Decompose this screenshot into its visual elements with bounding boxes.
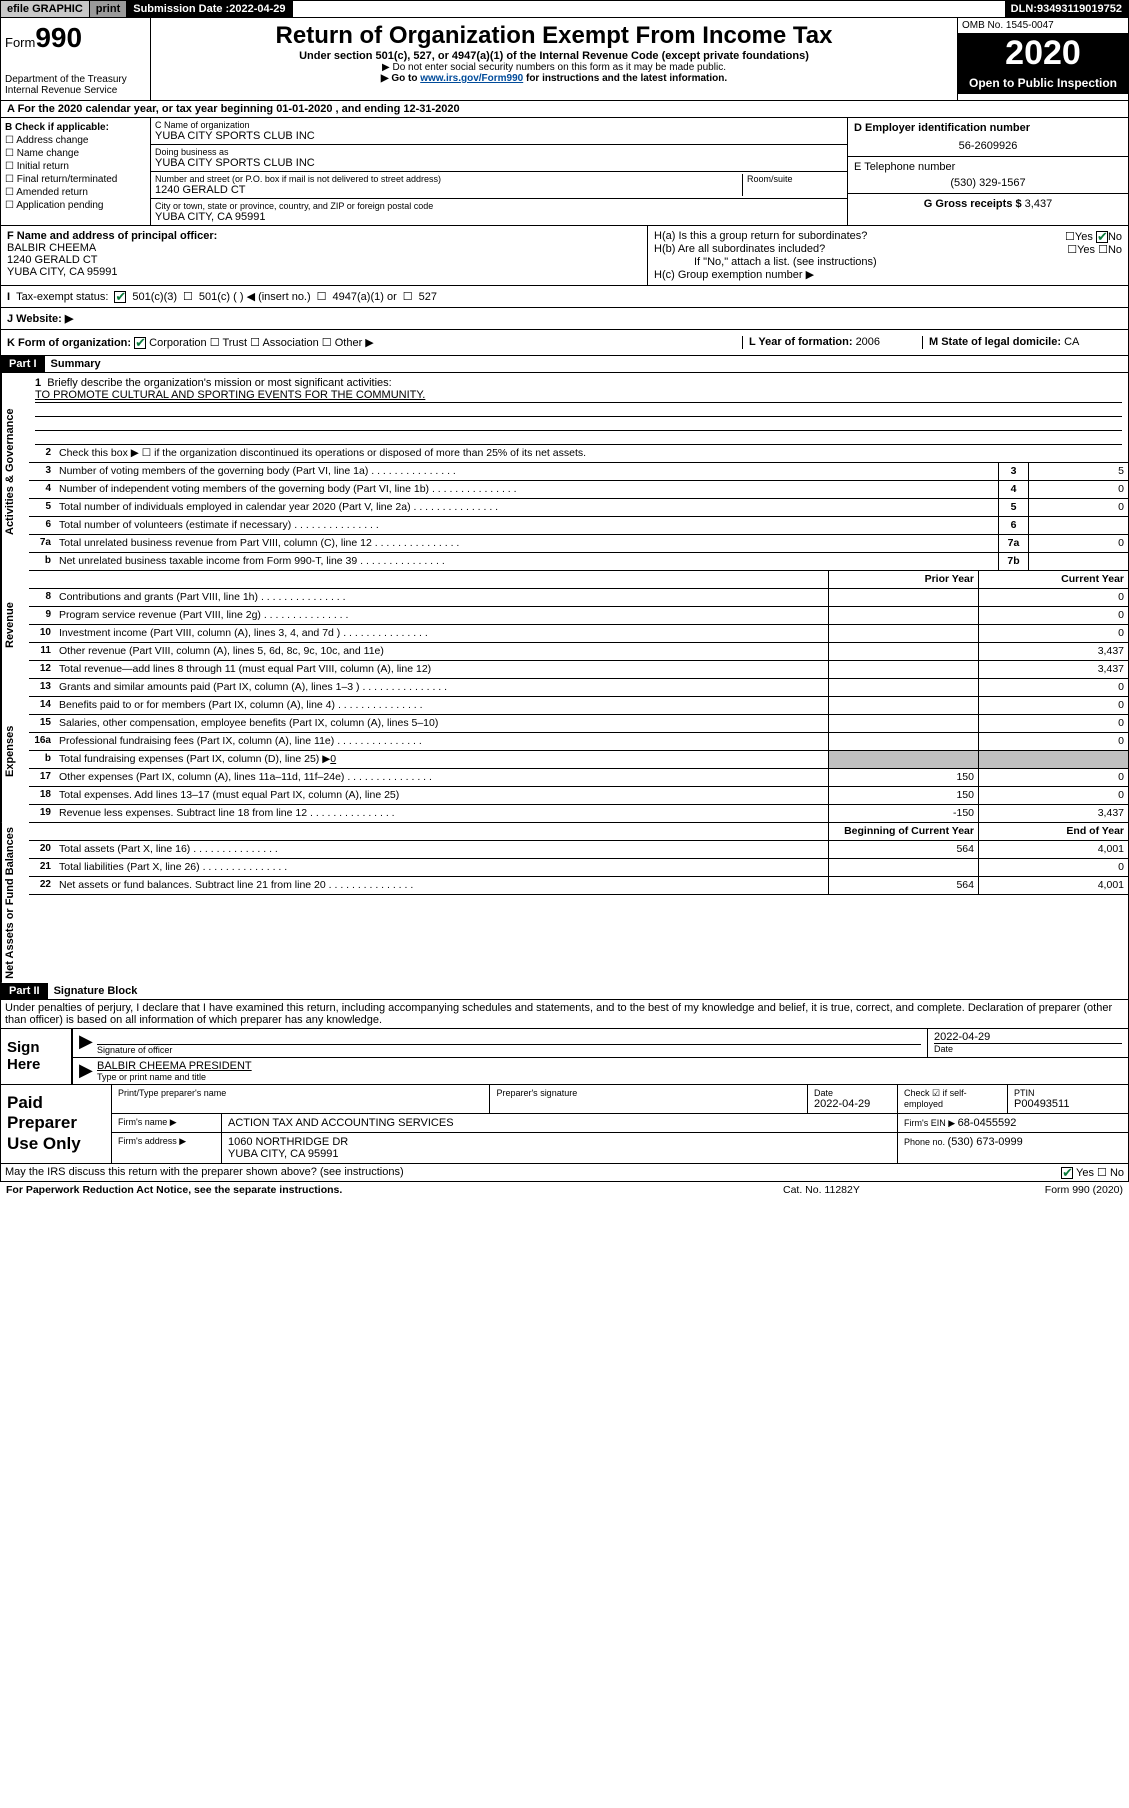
note-link: ▶ Go to www.irs.gov/Form990 for instruct… <box>155 73 953 84</box>
vtab-expenses: Expenses <box>1 679 29 823</box>
omb-number: OMB No. 1545-0047 <box>958 18 1128 34</box>
org-name: YUBA CITY SPORTS CLUB INC <box>155 130 843 142</box>
officer-name: BALBIR CHEEMA <box>7 242 96 254</box>
form-title: Return of Organization Exempt From Incom… <box>155 22 953 50</box>
chk-final[interactable]: ☐ Final return/terminated <box>5 174 146 185</box>
year-formation: 2006 <box>856 336 880 348</box>
irs-label: Internal Revenue Service <box>5 85 146 96</box>
open-public: Open to Public Inspection <box>958 72 1128 94</box>
officer-sig-name: BALBIR CHEEMA PRESIDENT <box>97 1060 1122 1072</box>
block-bcd: B Check if applicable: ☐ Address change … <box>0 118 1129 226</box>
top-bar: efile GRAPHIC print Submission Date : 20… <box>0 0 1129 18</box>
perjury-text: Under penalties of perjury, I declare th… <box>0 1000 1129 1029</box>
expenses-section: Expenses 13Grants and similar amounts pa… <box>0 679 1129 823</box>
discuss-yes <box>1061 1167 1073 1179</box>
chk-name[interactable]: ☐ Name change <box>5 148 146 159</box>
chk-initial[interactable]: ☐ Initial return <box>5 161 146 172</box>
paid-preparer: Paid Preparer Use Only Print/Type prepar… <box>0 1085 1129 1164</box>
part1-header: Part I Summary <box>0 356 1129 373</box>
hb-no-check <box>1096 231 1108 243</box>
state-domicile: CA <box>1064 336 1079 348</box>
chk-amended[interactable]: ☐ Amended return <box>5 187 146 198</box>
street-address: 1240 GERALD CT <box>155 184 742 196</box>
gross-receipts: 3,437 <box>1025 198 1053 210</box>
vtab-revenue: Revenue <box>1 571 29 679</box>
telephone: (530) 329-1567 <box>854 173 1122 189</box>
col-c: C Name of organization YUBA CITY SPORTS … <box>151 118 848 225</box>
chk-501c3 <box>114 291 126 303</box>
col-d: D Employer identification number 56-2609… <box>848 118 1128 225</box>
dept-label: Department of the Treasury <box>5 74 146 85</box>
vtab-governance: Activities & Governance <box>1 373 29 571</box>
discuss-row: May the IRS discuss this return with the… <box>0 1164 1129 1182</box>
row-k: K Form of organization: Corporation ☐ Tr… <box>0 330 1129 356</box>
vtab-netassets: Net Assets or Fund Balances <box>1 823 29 983</box>
revenue-section: Revenue Prior YearCurrent Year 8Contribu… <box>0 571 1129 679</box>
submission-date: Submission Date : 2022-04-29 <box>127 1 292 17</box>
v4: 0 <box>1028 481 1128 498</box>
chk-pending[interactable]: ☐ Application pending <box>5 200 146 211</box>
row-i: I Tax-exempt status: 501(c)(3) ☐ 501(c) … <box>0 286 1129 308</box>
firm-name: ACTION TAX AND ACCOUNTING SERVICES <box>222 1114 898 1132</box>
netassets-section: Net Assets or Fund Balances Beginning of… <box>0 823 1129 983</box>
v5: 0 <box>1028 499 1128 516</box>
part2-header: Part II Signature Block <box>0 983 1129 1000</box>
tax-year: 2020 <box>958 34 1128 72</box>
v7a: 0 <box>1028 535 1128 552</box>
governance-section: Activities & Governance 1 Briefly descri… <box>0 373 1129 571</box>
v3: 5 <box>1028 463 1128 480</box>
city-state-zip: YUBA CITY, CA 95991 <box>155 211 843 223</box>
ein: 56-2609926 <box>854 134 1122 152</box>
dln: DLN: 93493119019752 <box>1005 1 1128 17</box>
arrow-icon: ▶ <box>73 1058 91 1084</box>
row-fh: F Name and address of principal officer:… <box>0 226 1129 286</box>
instructions-link[interactable]: www.irs.gov/Form990 <box>420 73 523 84</box>
form-number: Form990 <box>5 22 146 54</box>
sign-date: 2022-04-29 <box>934 1031 1122 1043</box>
sign-here: Sign Here ▶ Signature of officer 2022-04… <box>0 1029 1129 1085</box>
chk-address[interactable]: ☐ Address change <box>5 135 146 146</box>
efile-label: efile GRAPHIC <box>1 1 90 17</box>
footer: For Paperwork Reduction Act Notice, see … <box>0 1182 1129 1198</box>
mission-text: TO PROMOTE CULTURAL AND SPORTING EVENTS … <box>35 389 1122 403</box>
row-a: A For the 2020 calendar year, or tax yea… <box>0 101 1129 118</box>
col-b: B Check if applicable: ☐ Address change … <box>1 118 151 225</box>
print-button[interactable]: print <box>90 1 127 17</box>
note-ssn: ▶ Do not enter social security numbers o… <box>155 62 953 73</box>
form-header: Form990 Department of the Treasury Inter… <box>0 18 1129 101</box>
chk-corp <box>134 337 146 349</box>
dba-name: YUBA CITY SPORTS CLUB INC <box>155 157 843 169</box>
row-j: J Website: ▶ <box>0 308 1129 330</box>
form-subtitle: Under section 501(c), 527, or 4947(a)(1)… <box>155 50 953 62</box>
arrow-icon: ▶ <box>73 1029 91 1057</box>
